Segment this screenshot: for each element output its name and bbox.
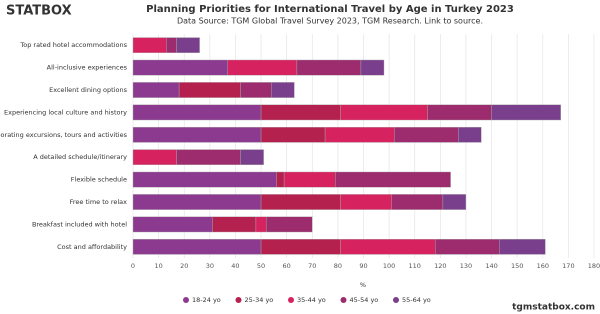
bar-segment <box>132 194 262 210</box>
footer: tgmstatbox.com <box>512 303 595 313</box>
bar-segment <box>491 104 561 121</box>
bar-segment <box>260 104 341 121</box>
x-tick-label: 140 <box>485 262 497 270</box>
x-tick-label: 80 <box>334 262 342 270</box>
bar-segment <box>296 59 362 76</box>
bar-segment <box>166 37 177 54</box>
bar-segment <box>499 238 546 255</box>
x-tick-label: 180 <box>588 262 600 270</box>
x-tick-label: 130 <box>460 262 472 270</box>
bar-segment <box>427 104 492 121</box>
x-tick-label: 60 <box>283 262 291 270</box>
logo: STATBOX <box>6 4 72 19</box>
bar-segment <box>360 59 385 76</box>
legend-label: 55-64 yo <box>402 296 431 304</box>
y-tick-label: Incorporating excursions, tours and acti… <box>0 131 128 139</box>
bar-segment <box>271 82 295 98</box>
legend-marker <box>288 297 294 303</box>
bar-segment <box>255 216 267 233</box>
chart-title: Planning Priorities for International Tr… <box>146 4 514 15</box>
bar-segment <box>212 216 257 233</box>
bar-segment <box>132 104 262 121</box>
x-tick-label: 100 <box>383 262 395 270</box>
bar-segment <box>340 238 436 255</box>
legend-marker <box>393 297 399 303</box>
bar-segment <box>240 82 272 98</box>
bar-segment <box>394 126 459 143</box>
x-tick-label: 0 <box>131 262 135 270</box>
x-tick-label: 160 <box>537 262 549 270</box>
legend-marker <box>183 297 189 303</box>
x-tick-label: 170 <box>562 262 574 270</box>
x-tick-label: 110 <box>409 262 421 270</box>
y-tick-label: Free time to relax <box>70 198 128 206</box>
legend-marker <box>340 297 347 303</box>
x-tick-label: 40 <box>231 262 239 270</box>
bar-segment <box>176 37 200 54</box>
bar-segment <box>176 149 241 166</box>
y-tick-label: A detailed schedule/itinerary <box>33 153 127 161</box>
bar-segment <box>132 149 177 166</box>
x-tick-label: 150 <box>511 262 523 270</box>
x-tick-label: 50 <box>257 262 265 270</box>
x-tick-label: 10 <box>154 262 162 270</box>
bar-segment <box>132 238 262 255</box>
bar-segment <box>265 216 313 233</box>
legend-label: 25-34 yo <box>245 296 274 304</box>
bar-segment <box>132 59 228 76</box>
chart-subtitle: Data Source: TGM Global Travel Survey 20… <box>177 17 483 26</box>
bar-segment <box>283 171 336 188</box>
y-tick-label: All-inclusive experiences <box>47 64 128 72</box>
x-tick-label: 120 <box>434 262 446 270</box>
y-tick-label: Excellent dining options <box>49 86 127 94</box>
bar-segment <box>324 126 395 143</box>
bar-segment <box>335 171 451 188</box>
bar-segment <box>340 104 428 121</box>
bar-segment <box>132 216 213 233</box>
x-axis-label: % <box>360 281 366 289</box>
bar-segment <box>132 126 262 143</box>
bar-segment <box>340 194 392 210</box>
x-tick-label: 70 <box>308 262 316 270</box>
bar-segment <box>391 194 444 210</box>
y-tick-label: Cost and affordability <box>57 243 127 251</box>
bar-segment <box>260 194 341 210</box>
y-tick-label: Experiencing local culture and history <box>4 108 127 116</box>
x-tick-label: 30 <box>206 262 214 270</box>
bar-segment <box>240 149 264 166</box>
bar-segment <box>178 82 241 98</box>
x-tick-label: 20 <box>180 262 188 270</box>
bar-segment <box>260 126 326 143</box>
y-tick-label: Top rated hotel accommodations <box>19 41 127 49</box>
bar-segment <box>442 194 467 210</box>
legend-marker <box>235 297 242 303</box>
bar-segment <box>132 82 180 98</box>
y-tick-label: Breakfast included with hotel <box>32 220 127 228</box>
x-tick-label: 90 <box>359 262 367 270</box>
y-tick-label: Flexible schedule <box>71 176 127 184</box>
bar-segment <box>276 171 285 188</box>
legend-label: 18-24 yo <box>192 296 221 304</box>
bar-segment <box>435 238 500 255</box>
bar-segment <box>132 171 277 188</box>
legend-label: 35-44 yo <box>297 296 326 304</box>
bar-segment <box>132 37 167 54</box>
legend-label: 45-54 yo <box>350 296 379 304</box>
bar-segment <box>458 126 482 143</box>
bar-segment <box>260 238 341 255</box>
bar-segment <box>227 59 298 76</box>
